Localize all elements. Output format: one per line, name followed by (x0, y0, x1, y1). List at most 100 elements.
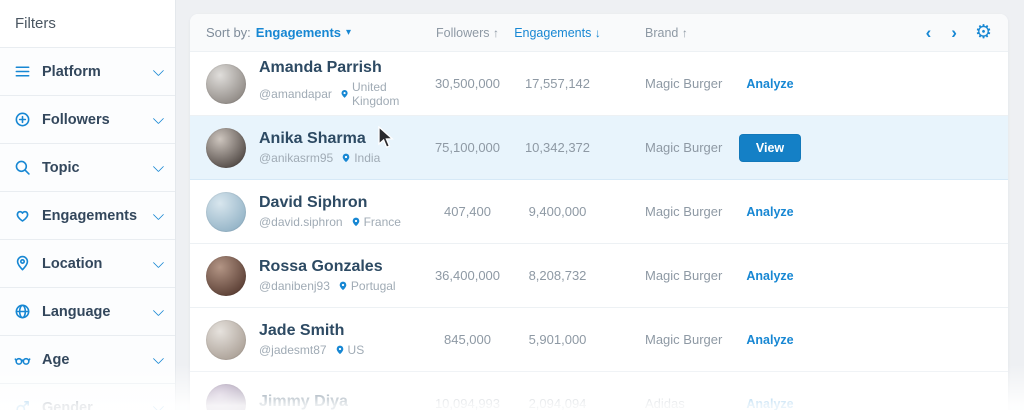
table-row[interactable]: Amanda Parrish @amandapar United Kingdom… (190, 52, 1008, 116)
brand-value: Magic Burger (645, 140, 723, 155)
sidebar-item-label: Platform (42, 63, 101, 80)
sidebar-item-age[interactable]: Age (0, 336, 175, 384)
influencer-name[interactable]: David Siphron (259, 194, 368, 211)
followers-icon (14, 111, 31, 128)
sidebar-item-label: Engagements (42, 207, 138, 224)
table-row[interactable]: Rossa Gonzales @danibenj93 Portugal 36,4… (190, 244, 1008, 308)
followers-value: 407,400 (444, 204, 491, 219)
influencer-location: United Kingdom (340, 80, 430, 108)
sidebar-item-label: Gender (42, 399, 93, 410)
followers-value: 30,500,000 (434, 76, 501, 91)
action-cell: Analyze (730, 267, 810, 285)
location-name: United Kingdom (352, 80, 400, 108)
avatar (206, 63, 246, 104)
influencer-name[interactable]: Anika Sharma (259, 130, 366, 147)
language-icon (14, 303, 31, 320)
avatar (206, 383, 246, 410)
sort-by-label: Sort by: (206, 25, 251, 40)
influencer-name[interactable]: Jade Smith (259, 322, 345, 339)
influencer-name[interactable]: Jimmy Diya (259, 393, 348, 410)
view-button[interactable]: View (739, 133, 801, 162)
table-row[interactable]: Jade Smith @jadesmt87 US 845,000 5,901,0… (190, 308, 1008, 372)
avatar (206, 255, 246, 296)
column-header-engagements[interactable]: Engagements ↓ (514, 26, 601, 40)
analyze-link[interactable]: Analyze (746, 268, 794, 283)
followers-value: 36,400,000 (434, 268, 501, 283)
sidebar-item-gender[interactable]: Gender (0, 384, 175, 410)
influencer-name[interactable]: Rossa Gonzales (259, 258, 383, 275)
age-icon (14, 351, 31, 368)
influencer-location: US (335, 343, 365, 357)
table-row[interactable]: Jimmy Diya 10,094,993 2,094,094 Adidas A… (190, 372, 1008, 410)
location-name: Portugal (350, 279, 396, 293)
analyze-link[interactable]: Analyze (746, 396, 794, 410)
chevron-down-icon (152, 160, 165, 172)
settings-gear-icon[interactable]: ⚙ (974, 22, 992, 43)
engagements-value: 9,400,000 (528, 204, 587, 219)
analyze-link[interactable]: Analyze (746, 204, 794, 219)
location-name: India (354, 151, 381, 165)
sidebar-item-label: Followers (42, 111, 110, 128)
brand-value: Adidas (645, 396, 685, 410)
influencer-handle: @amandapar (259, 87, 332, 101)
action-cell: View (730, 133, 810, 162)
sidebar-item-platform[interactable]: Platform (0, 48, 175, 96)
influencer-handle: @danibenj93 (259, 279, 330, 293)
sidebar-item-topic[interactable]: Topic (0, 144, 175, 192)
analyze-link[interactable]: Analyze (746, 76, 794, 91)
location-icon (14, 255, 31, 272)
platform-icon (14, 63, 31, 80)
brand-value: Magic Burger (645, 268, 723, 283)
analyze-link[interactable]: Analyze (746, 332, 794, 347)
pagination: ‹ › ⚙ (924, 23, 992, 42)
location-pin-icon (341, 90, 348, 98)
location-name: US (347, 343, 365, 357)
chevron-down-icon (152, 400, 165, 410)
sidebar-item-language[interactable]: Language (0, 288, 175, 336)
influencer-location: India (341, 151, 380, 165)
avatar (206, 319, 246, 360)
sort-by-value: Engagements (255, 25, 342, 40)
topic-icon (14, 159, 31, 176)
influencer-handle: @anikasrm95 (259, 151, 334, 165)
followers-value: 10,094,993 (434, 396, 501, 410)
sort-by-dropdown[interactable]: Sort by: Engagements ▾ (206, 25, 351, 40)
followers-value: 845,000 (444, 332, 491, 347)
chevron-down-icon (152, 208, 165, 220)
sidebar-item-followers[interactable]: Followers (0, 96, 175, 144)
chevron-down-icon (152, 64, 165, 76)
action-cell: Analyze (730, 331, 810, 349)
engagements-value: 17,557,142 (524, 76, 591, 91)
filters-sidebar: Filters Platform Followers Topic Engagement… (0, 0, 176, 410)
sidebar-item-label: Topic (42, 159, 80, 176)
action-cell: Analyze (730, 203, 810, 221)
column-header-label: Engagements (514, 25, 592, 40)
chevron-down-icon (152, 304, 165, 316)
avatar (206, 191, 246, 232)
table-row[interactable]: Anika Sharma @anikasrm95 India 75,100,00… (190, 116, 1008, 180)
location-name: France (363, 215, 401, 229)
sidebar-item-location[interactable]: Location (0, 240, 175, 288)
sidebar-item-engagements[interactable]: Engagements (0, 192, 175, 240)
influencer-name[interactable]: Amanda Parrish (259, 59, 382, 76)
filters-title: Filters (0, 0, 175, 48)
column-header-label: Followers (436, 25, 490, 40)
engagements-value: 5,901,000 (528, 332, 587, 347)
engagements-value: 8,208,732 (528, 268, 587, 283)
sidebar-item-label: Language (42, 303, 111, 320)
column-header-followers[interactable]: Followers ↑ (436, 26, 499, 40)
action-cell: Analyze (730, 75, 810, 93)
location-pin-icon (339, 281, 347, 291)
prev-page-button[interactable]: ‹ (925, 23, 932, 42)
avatar (206, 127, 246, 168)
column-header-brand[interactable]: Brand ↑ (645, 26, 688, 40)
location-pin-icon (352, 217, 359, 227)
table-row[interactable]: David Siphron @david.siphron France 407,… (190, 180, 1008, 244)
action-cell: Analyze (730, 395, 810, 410)
sort-arrow-icon: ↑ (681, 25, 688, 40)
sort-arrow-icon: ↓ (594, 25, 601, 40)
location-pin-icon (342, 153, 350, 163)
next-page-button[interactable]: › (951, 23, 957, 42)
engagements-value: 10,342,372 (524, 140, 591, 155)
